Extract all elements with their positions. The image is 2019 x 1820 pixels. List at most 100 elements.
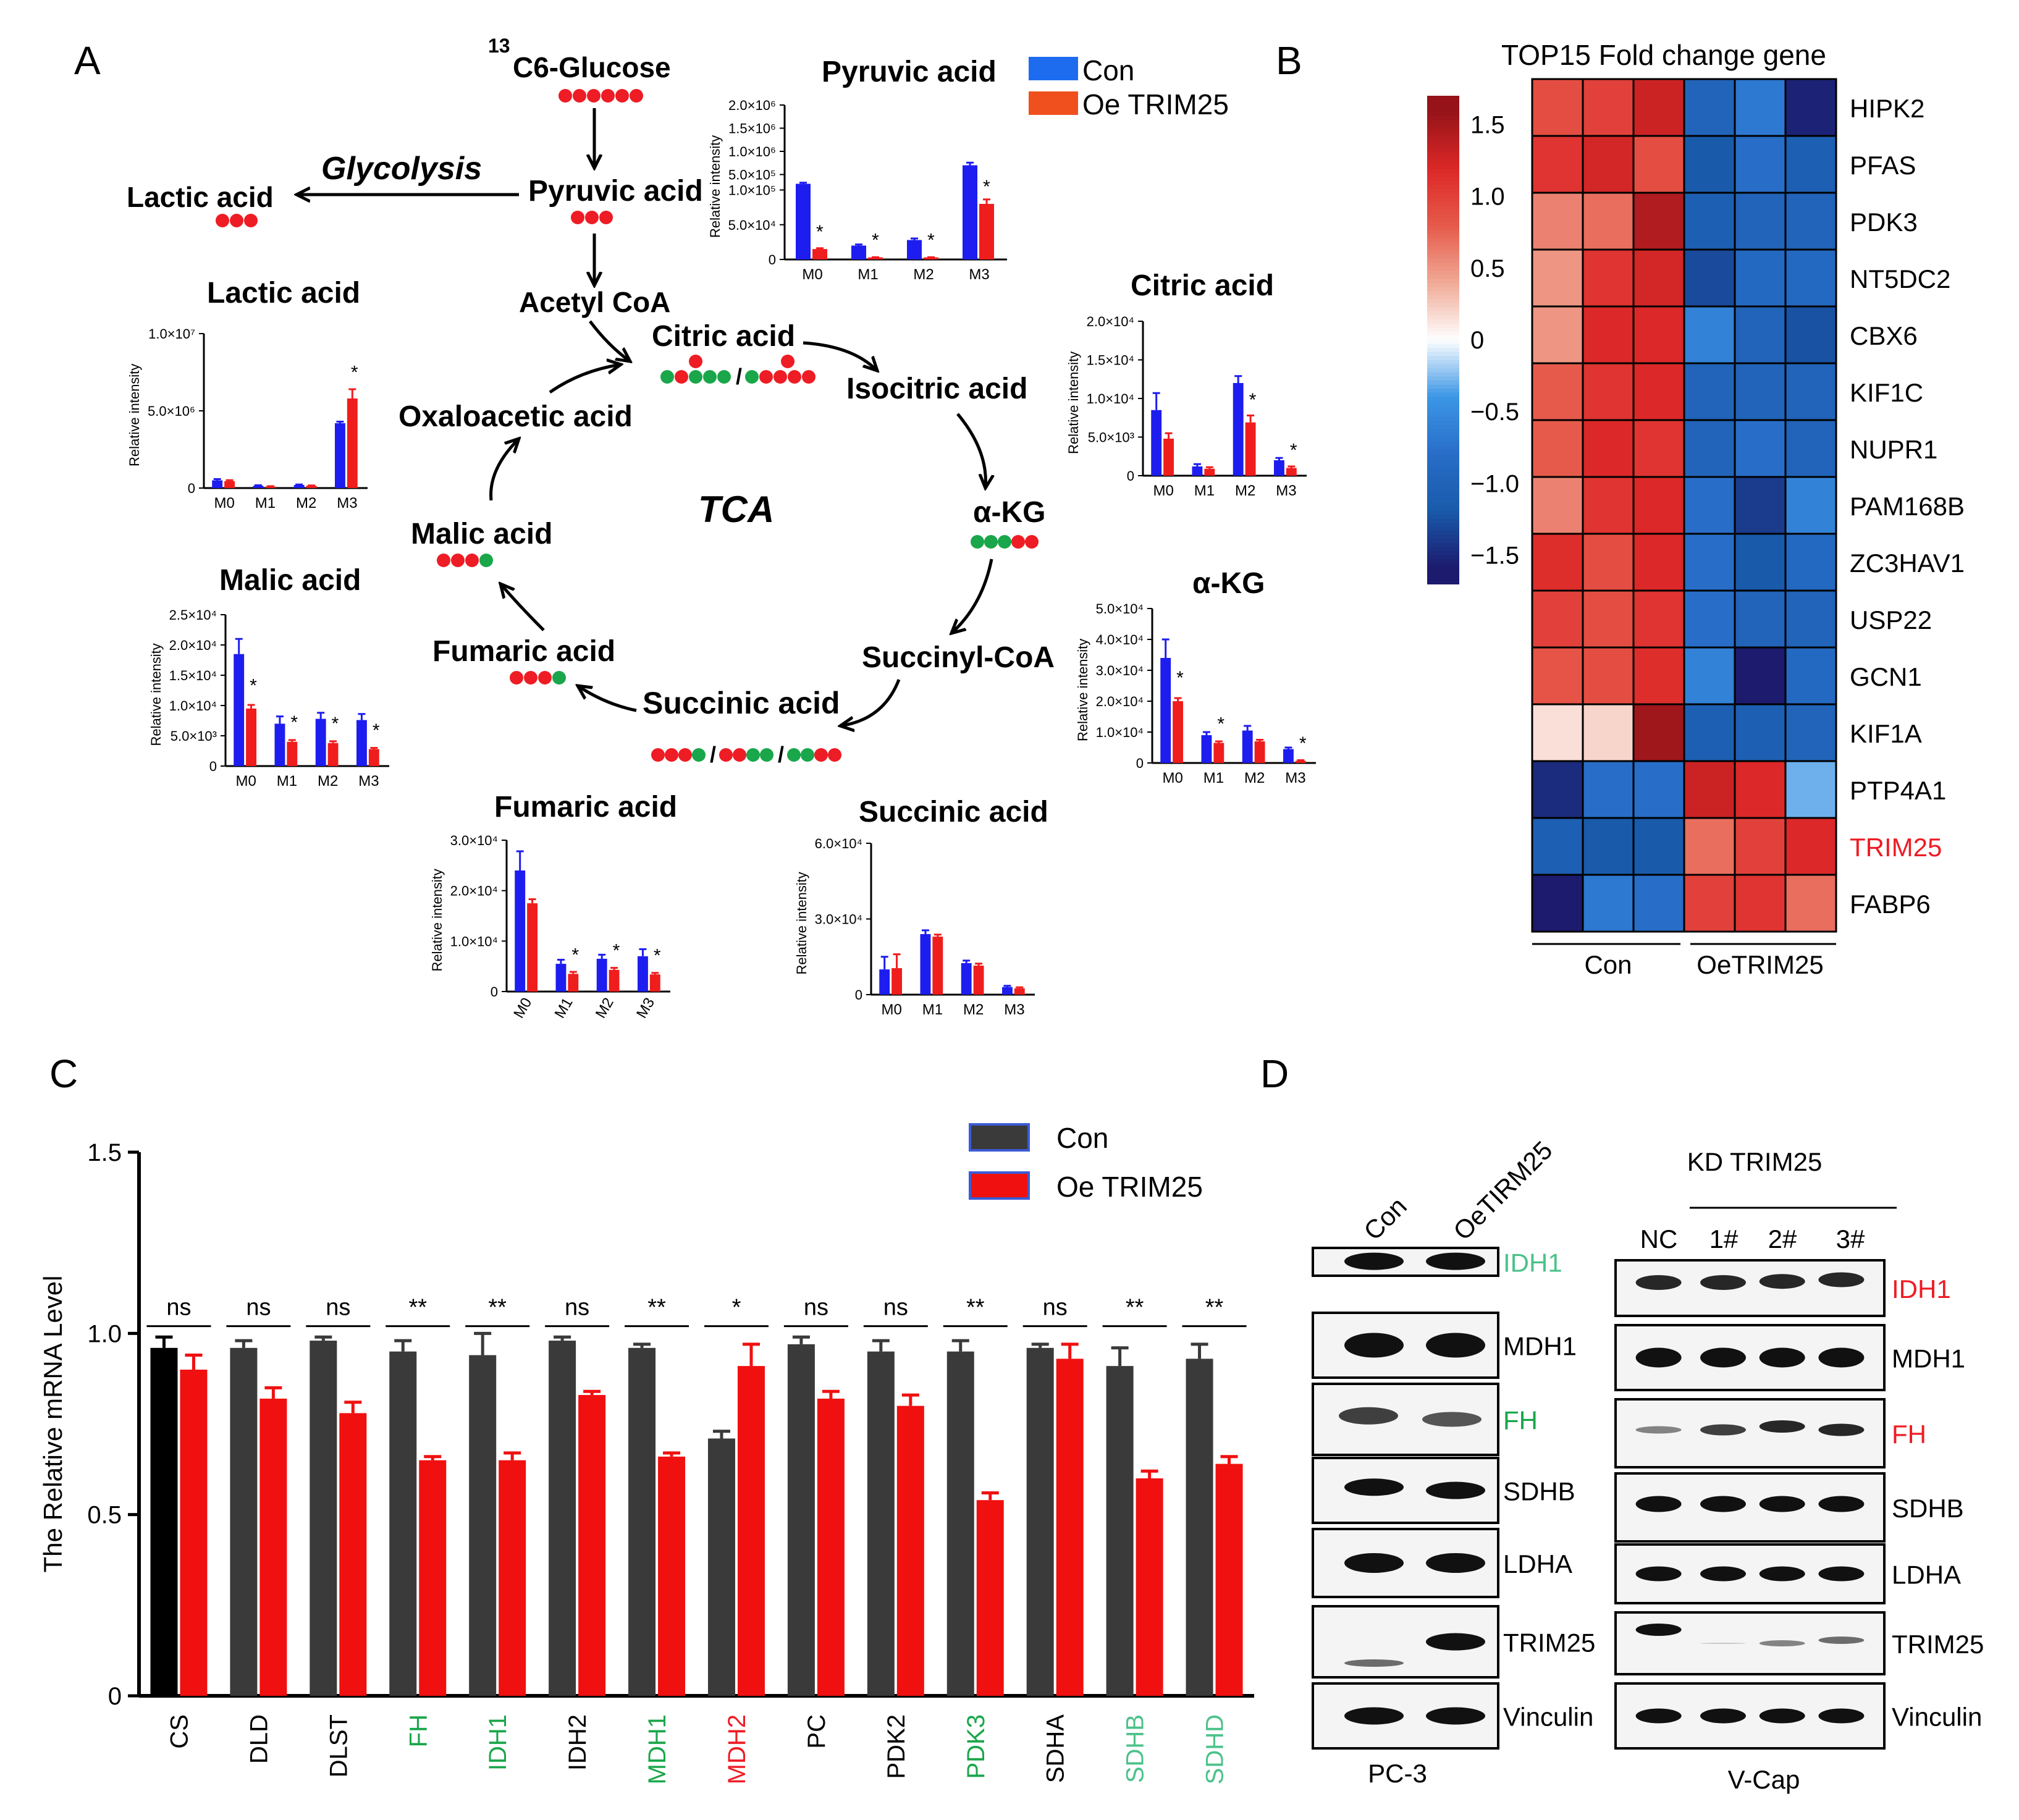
acetylcoa-label: Acetyl CoA — [519, 286, 670, 318]
protein-band — [1426, 1707, 1485, 1725]
scale-segment — [1427, 494, 1459, 499]
scale-segment — [1427, 197, 1459, 203]
scale-segment — [1427, 352, 1459, 357]
bar-con — [549, 1341, 576, 1696]
blot-sdhb: SDHB — [1312, 1457, 1575, 1524]
gene-label: KIF1C — [1850, 378, 1923, 407]
glucose-superscript: 13 — [488, 35, 510, 57]
lane-label: 3# — [1836, 1224, 1865, 1253]
protein-band — [1344, 1707, 1404, 1725]
scale-tick-label: 1.0 — [1470, 183, 1505, 211]
scale-segment — [1427, 169, 1459, 174]
scale-segment — [1427, 502, 1459, 507]
heatmap-cell — [1632, 135, 1685, 194]
glucose-label: 13 C6-Glucose — [488, 35, 671, 83]
scale-segment — [1427, 242, 1459, 247]
scale-tick-label: −0.5 — [1470, 398, 1519, 426]
carbon-atom-dot — [787, 748, 801, 762]
scale-segment — [1427, 225, 1459, 231]
x-tick-label: M3 — [1004, 1001, 1024, 1018]
glycolysis-label: Glycolysis — [321, 151, 482, 187]
heatmap-cell — [1632, 248, 1685, 308]
protein-band — [1818, 1347, 1865, 1368]
carbon-atom-dot — [510, 671, 523, 685]
heatmap-cell — [1784, 476, 1837, 535]
scale-segment — [1427, 364, 1459, 369]
x-tick-label: MDH2 — [723, 1714, 751, 1784]
x-tick-label: SDHB — [1122, 1714, 1149, 1783]
protein-band — [1759, 1640, 1805, 1646]
protein-band — [1759, 1420, 1805, 1433]
heatmap-cell — [1582, 135, 1635, 194]
protein-band — [1635, 1496, 1682, 1512]
scale-segment — [1427, 433, 1459, 438]
carbon-atom-dot — [573, 89, 586, 103]
y-tick-label: 2.0×10⁴ — [1087, 314, 1134, 329]
carbon-atom-dot — [781, 355, 795, 368]
heatmap-cell — [1683, 589, 1736, 649]
heatmap-cell — [1683, 476, 1736, 535]
scale-segment — [1427, 526, 1459, 532]
kd-header: KD TRIM25 — [1687, 1147, 1823, 1176]
protein-band — [1344, 1333, 1404, 1358]
scale-segment — [1427, 99, 1459, 105]
carbon-atom-dot — [773, 370, 787, 384]
mini-bar-oe — [932, 937, 943, 995]
heatmap-cell — [1784, 305, 1837, 364]
mini-bar-oe — [527, 903, 537, 992]
arrow-fumaric-malic — [500, 584, 545, 631]
carbon-atom-dot — [689, 355, 702, 368]
scale-segment — [1427, 132, 1459, 137]
significance-label: ** — [647, 1295, 666, 1321]
heatmap: HIPK2 PFAS PDK3 NT5DC2 CBX6 KIF1C NUPR1 PAM168B… — [1531, 78, 1965, 979]
mini-bar-oe — [1245, 422, 1256, 476]
scale-segment — [1427, 279, 1459, 284]
mini-bar-oe — [973, 966, 984, 995]
significance-label: ns — [804, 1295, 828, 1321]
bar-con — [946, 1351, 974, 1696]
scale-segment — [1427, 311, 1459, 316]
bar-con — [1026, 1347, 1054, 1696]
gene-label: PAM168B — [1850, 492, 1965, 521]
panel-d: D IDH1 MDH1 FH SDHB LDHA TRIM25 Vinculin IDH1 MD… — [1260, 1051, 1984, 1794]
x-tick-label: IDH1 — [484, 1714, 512, 1771]
malic-label: Malic acid — [411, 518, 552, 550]
heatmap-cell — [1531, 533, 1584, 592]
blot-label: MDH1 — [1503, 1332, 1577, 1361]
heatmap-cell — [1632, 362, 1685, 421]
bar-con — [389, 1351, 417, 1696]
mini-chart-title: α-KG — [1192, 567, 1265, 600]
heatmap-cell — [1734, 476, 1787, 535]
cell-line-label: V-Cap — [1728, 1765, 1800, 1794]
mini-bar-oe — [649, 974, 660, 992]
panel-b: B TOP15 Fold change gene 1.5 1.0 0.5 0 −0.5 −… — [1276, 38, 1965, 979]
gene-label: TRIM25 — [1850, 833, 1942, 862]
heatmap-cell — [1734, 703, 1787, 762]
carbon-atom-dot — [538, 671, 552, 685]
x-tick-label: DLST — [325, 1714, 352, 1777]
group-label-con: Con — [1584, 950, 1632, 979]
x-tick-label: M1 — [1203, 770, 1224, 786]
protein-band — [1426, 1333, 1485, 1358]
heatmap-cell — [1734, 646, 1787, 706]
y-tick-label: 1.5×10⁴ — [169, 668, 217, 683]
carbon-atom-dot — [801, 748, 814, 762]
blot-vinculin: Vinculin — [1312, 1682, 1593, 1750]
heatmap-cell — [1582, 760, 1635, 819]
bar-con — [469, 1355, 497, 1696]
scale-segment — [1427, 274, 1459, 280]
y-tick-label: 1.0×10⁴ — [450, 933, 498, 949]
x-tick-label: MDH1 — [644, 1714, 671, 1784]
gene-label: GCN1 — [1850, 662, 1922, 691]
mini-bar-con — [961, 963, 972, 995]
significance-label: ** — [408, 1295, 427, 1321]
scale-segment — [1427, 209, 1459, 214]
scale-segment — [1427, 222, 1459, 227]
heatmap-cell — [1632, 760, 1685, 819]
heatmap-cell — [1632, 78, 1685, 137]
carbon-atom-dot — [703, 370, 717, 384]
pyruvic-label: Pyruvic acid — [528, 175, 703, 208]
carbon-atom-dot — [788, 370, 801, 384]
heatmap-cell — [1531, 305, 1584, 364]
bar-con — [707, 1438, 735, 1696]
